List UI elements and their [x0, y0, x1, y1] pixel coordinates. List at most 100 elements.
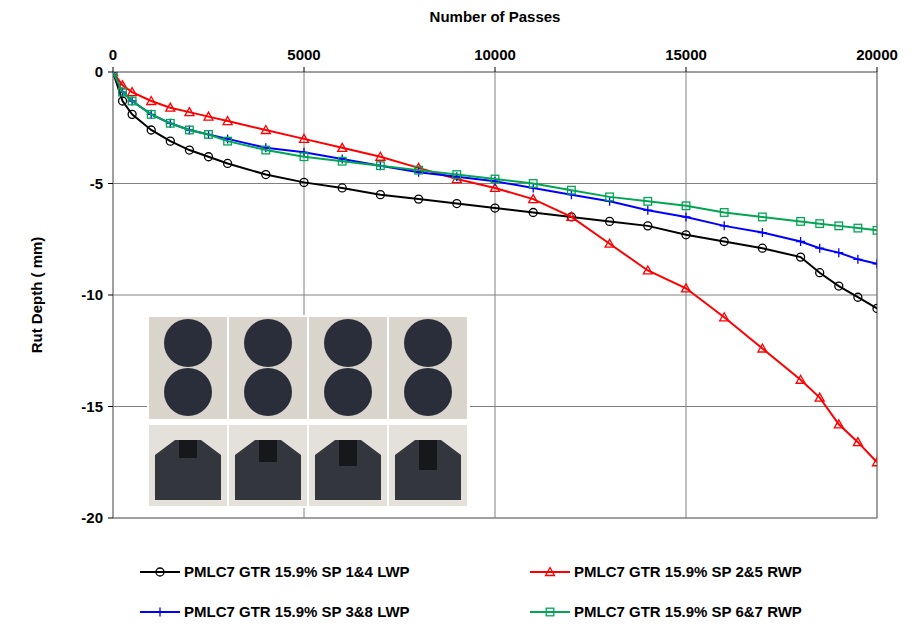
tick — [108, 183, 113, 184]
marker — [644, 198, 652, 206]
marker — [167, 119, 175, 127]
marker — [261, 125, 270, 133]
marker — [834, 248, 843, 257]
marker — [720, 221, 729, 230]
marker — [205, 131, 213, 139]
legend-label: PMLC7 GTR 15.9% SP 2&5 RWP — [574, 563, 802, 580]
y-axis-title: Rut Depth ( mm) — [28, 237, 45, 354]
marker — [835, 222, 843, 230]
marker — [758, 344, 767, 352]
series-line — [113, 72, 877, 462]
x-tick-label: 15000 — [665, 46, 707, 63]
legend: PMLC7 GTR 15.9% SP 1&4 LWPPMLC7 GTR 15.9… — [140, 563, 802, 620]
x-tick-label: 5000 — [287, 46, 320, 63]
marker — [758, 228, 767, 237]
photo — [149, 317, 227, 419]
photo-shape — [395, 440, 461, 500]
photo-shape — [339, 440, 357, 466]
photo-shape — [419, 440, 437, 470]
marker — [854, 224, 862, 232]
legend-line — [530, 571, 570, 573]
marker — [797, 218, 805, 226]
legend-marker — [156, 568, 164, 576]
marker — [377, 162, 385, 170]
marker — [376, 152, 385, 160]
photo — [309, 425, 387, 506]
marker — [643, 206, 652, 215]
marker — [853, 255, 862, 264]
legend-line — [530, 611, 570, 613]
marker — [147, 126, 155, 134]
marker — [873, 304, 877, 312]
marker — [119, 97, 127, 105]
marker — [682, 202, 690, 210]
marker — [166, 103, 175, 111]
marker — [815, 244, 824, 253]
photo-shape — [235, 440, 301, 500]
legend-label: PMLC7 GTR 15.9% SP 6&7 RWP — [574, 603, 802, 620]
photo — [149, 425, 227, 506]
marker — [796, 237, 805, 246]
marker — [644, 222, 652, 230]
y-tick-label: -10 — [81, 286, 103, 303]
marker — [529, 208, 537, 216]
photo-shape — [404, 319, 452, 367]
marker — [128, 88, 137, 96]
marker — [376, 191, 384, 199]
marker — [759, 213, 767, 221]
photo — [229, 425, 307, 506]
marker — [300, 134, 309, 142]
photo-bg — [147, 315, 470, 508]
marker — [529, 180, 537, 188]
marker — [224, 137, 232, 145]
marker — [338, 184, 346, 192]
marker — [682, 231, 690, 239]
marker — [262, 146, 270, 154]
tick — [108, 295, 113, 296]
marker — [491, 204, 499, 212]
marker — [758, 244, 766, 252]
marker — [567, 212, 576, 220]
marker — [606, 217, 614, 225]
marker — [300, 153, 308, 161]
tick — [108, 72, 113, 73]
y-tick-label: -5 — [90, 175, 103, 192]
marker — [338, 157, 346, 165]
y-tick-label: -15 — [81, 398, 103, 415]
marker — [147, 96, 156, 104]
grid-line — [113, 295, 877, 296]
photo-shape — [244, 368, 292, 416]
series-line — [113, 72, 877, 308]
marker — [223, 117, 232, 125]
marker — [720, 209, 728, 217]
photo — [229, 317, 307, 419]
photo-shape — [179, 440, 197, 458]
marker — [113, 72, 117, 76]
photo-shape — [324, 368, 372, 416]
marker — [643, 266, 652, 274]
marker — [128, 110, 136, 118]
x-axis-title: Number of Passes — [430, 8, 561, 25]
y-tick-label: 0 — [95, 63, 103, 80]
marker — [873, 458, 878, 466]
photo-shape — [315, 440, 381, 500]
marker — [300, 178, 308, 186]
photo-shape — [324, 319, 372, 367]
marker — [529, 195, 538, 203]
plot-area — [113, 72, 877, 466]
marker — [262, 171, 270, 179]
marker — [128, 97, 136, 105]
tick — [108, 518, 113, 519]
photo — [389, 317, 467, 419]
photo-shape — [259, 440, 277, 462]
legend-line — [140, 571, 180, 573]
photo-inset — [147, 315, 470, 508]
photo-shape — [164, 319, 212, 367]
photo-shape — [244, 319, 292, 367]
marker — [185, 108, 194, 116]
legend-label: PMLC7 GTR 15.9% SP 3&8 LWP — [184, 603, 410, 620]
legend-marker — [546, 568, 555, 576]
marker — [682, 284, 691, 292]
tick — [877, 67, 878, 72]
marker — [873, 227, 877, 235]
